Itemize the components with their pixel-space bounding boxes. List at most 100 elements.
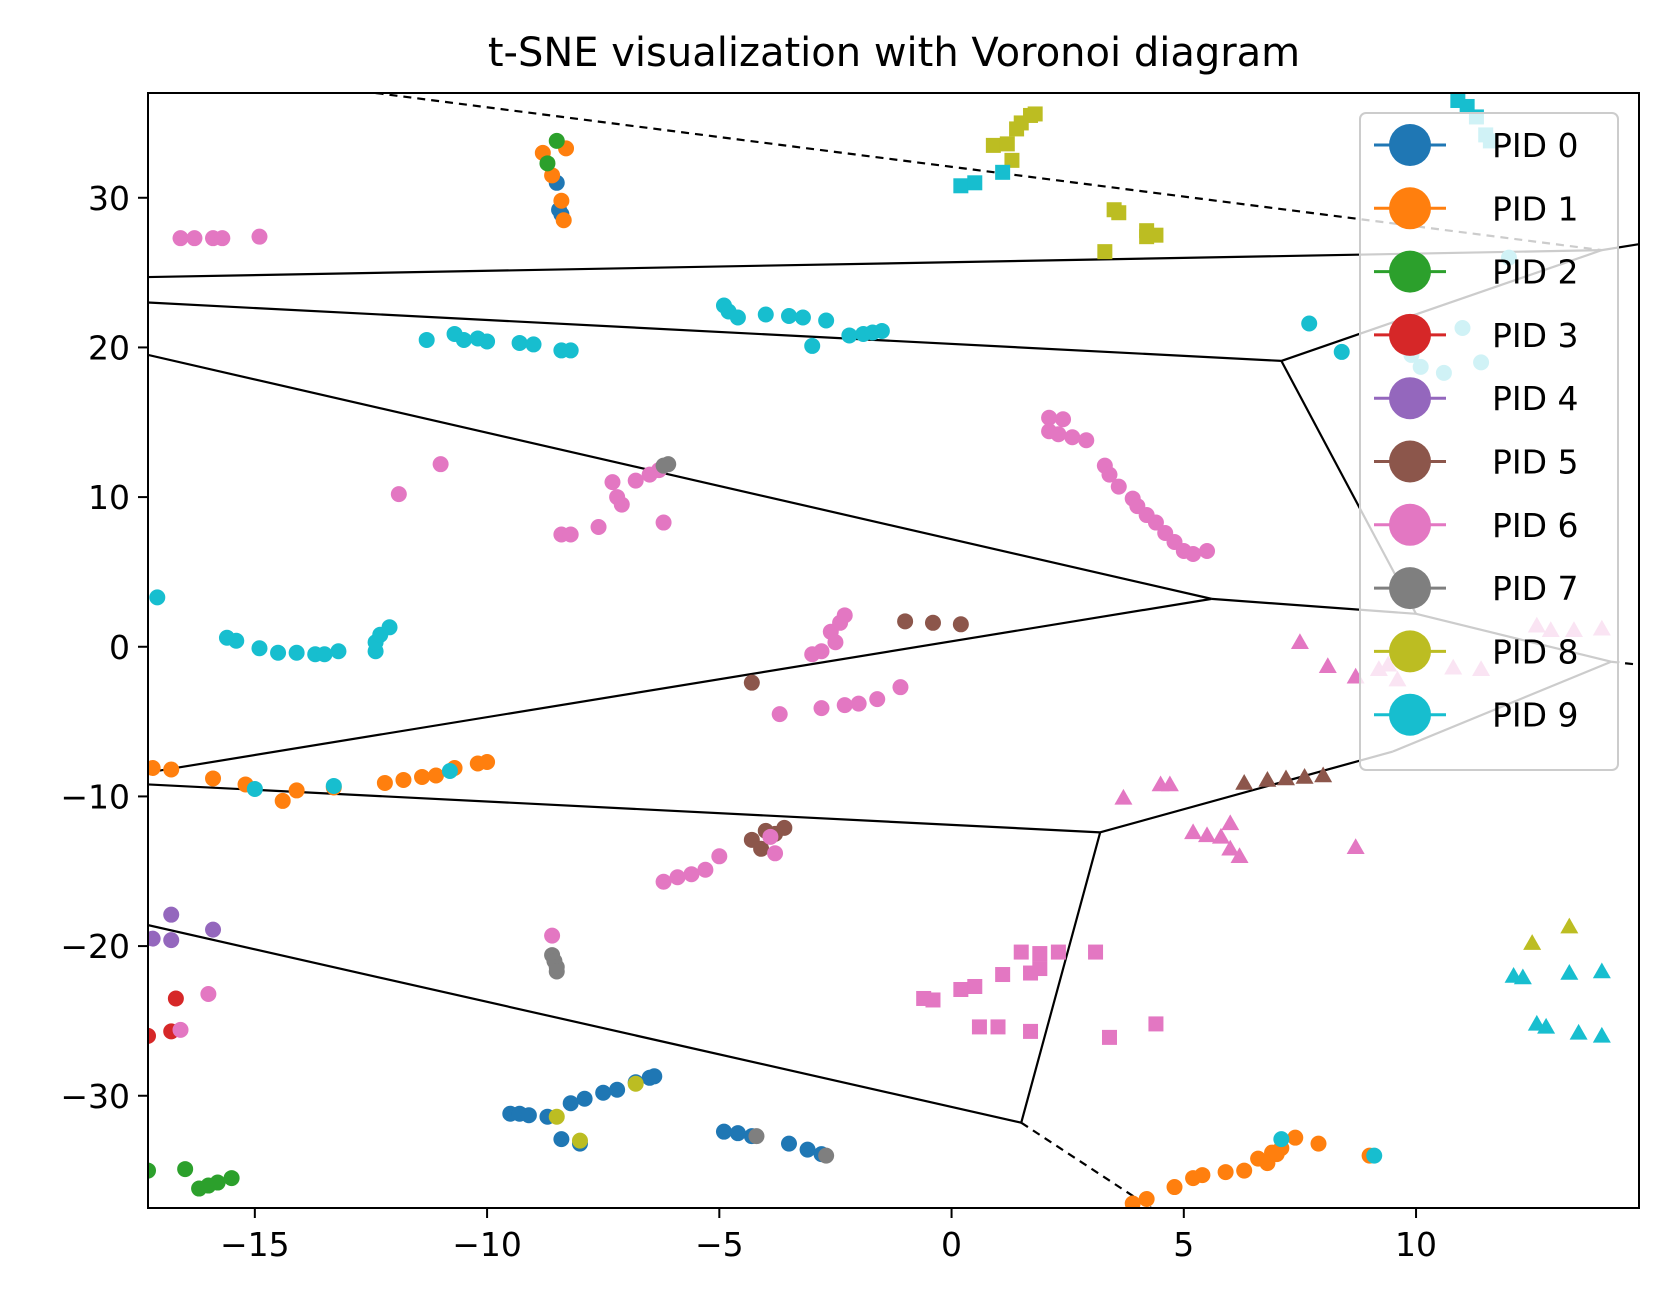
point-pid-8 [1148,227,1164,243]
point-pid-9 [1569,1023,1588,1040]
point-pid-6 [214,230,231,247]
point-pid-2 [209,1174,226,1191]
point-pid-9 [1560,964,1579,980]
legend-marker [1389,124,1431,166]
point-pid-1 [274,792,291,809]
legend-marker [1389,630,1431,673]
y-tick-label: 0 [109,628,130,667]
point-pid-8 [627,1075,644,1092]
point-pid-9 [841,327,858,344]
point-pid-9 [381,619,398,636]
point-pid-6 [604,474,621,491]
point-pid-5 [753,840,770,857]
voronoi-edge [1099,750,1394,834]
point-pid-9 [995,164,1011,180]
point-pid-5 [1295,767,1314,784]
point-pid-6 [251,228,268,245]
legend-marker [1389,440,1431,483]
point-pid-6 [1055,411,1072,428]
point-pid-9 [562,342,579,359]
voronoi-edge [148,597,1212,774]
point-pid-6 [1230,847,1249,864]
point-pid-9 [729,309,746,326]
point-pid-5 [1235,773,1254,790]
point-pid-6 [850,695,867,712]
point-pid-9 [757,306,774,323]
point-pid-6 [892,679,909,696]
point-pid-5 [1276,769,1295,786]
legend-label: PID 4 [1492,379,1579,418]
point-pid-9 [967,175,983,191]
point-pid-5 [897,613,914,630]
voronoi-edge [148,783,1101,834]
point-pid-6 [1050,426,1067,443]
point-pid-6 [1346,838,1365,855]
y-tick-label: −20 [60,927,130,966]
point-pid-9 [149,589,166,606]
point-pid-1 [553,192,570,209]
point-pid-0 [520,1107,537,1124]
point-pid-6 [1032,961,1048,977]
legend-entry: PID 0 [1374,124,1579,166]
point-pid-6 [627,472,644,489]
point-pid-9 [228,632,245,649]
point-pid-6 [1221,839,1240,856]
point-pid-6 [711,848,728,865]
point-pid-0 [595,1084,612,1101]
point-pid-9 [270,644,287,661]
point-pid-9 [455,331,472,348]
point-pid-5 [924,614,941,631]
point-pid-6 [1290,633,1309,650]
x-axis: −15 −10 −5 0 5 10 [220,1208,1437,1264]
point-pid-1 [163,761,180,778]
legend-marker [1389,693,1431,736]
voronoi-edges [148,93,1639,1208]
point-pid-6 [1185,545,1202,562]
point-pid-5 [1314,766,1333,783]
point-pid-6 [1032,946,1048,962]
point-pid-2 [548,132,565,149]
point-pid-4 [163,932,180,949]
legend-label: PID 6 [1492,506,1579,545]
point-pid-6 [590,519,607,536]
voronoi-edge [375,93,1602,252]
plot-frame [147,92,1640,1209]
legend-label: PID 3 [1492,316,1579,355]
point-pid-6 [1147,514,1164,531]
point-pid-6 [655,873,672,890]
legend-entry: PID 9 [1374,693,1579,736]
point-pid-4 [148,930,161,947]
point-pid-2 [148,1162,156,1179]
legend-label: PID 9 [1492,696,1579,735]
point-pid-6 [1211,827,1230,844]
point-pid-9 [1592,1026,1611,1043]
x-tick-label: 5 [1173,1225,1194,1264]
point-pid-6 [683,866,700,883]
legend-entry: PID 2 [1374,250,1579,293]
point-pid-4 [163,906,180,923]
point-pid-8 [985,137,1001,153]
point-pid-6 [804,646,821,663]
point-pid-1 [427,767,444,784]
voronoi-edge [1020,1121,1152,1208]
point-pid-1 [1310,1135,1327,1152]
legend-label: PID 2 [1492,253,1579,292]
point-pid-6 [655,514,672,531]
point-pid-0 [576,1090,593,1107]
voronoi-edge [148,924,1022,1124]
point-pid-8 [999,136,1015,152]
chart-title: t-SNE visualization with Voronoi diagram [488,30,1300,76]
point-pid-6 [562,526,579,543]
point-pid-8 [548,1108,565,1125]
point-pid-6 [613,496,630,513]
point-pid-0 [553,1131,570,1148]
point-pid-9 [780,308,797,324]
y-tick-label: −30 [60,1077,130,1116]
point-pid-6 [1110,478,1127,495]
legend-entry: PID 6 [1374,503,1579,546]
point-pid-1 [395,771,412,788]
x-tick-label: −10 [452,1225,522,1264]
point-pid-6 [1148,1016,1164,1032]
point-pid-6 [186,230,203,247]
point-pid-1 [288,782,305,799]
